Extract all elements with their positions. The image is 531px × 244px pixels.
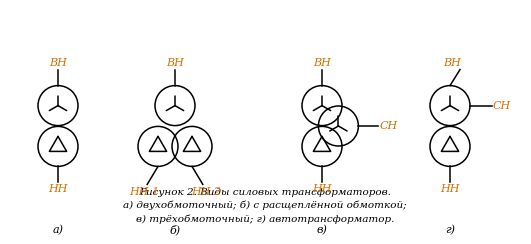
Text: Рисунок 2. Виды силовых трансформаторов.: Рисунок 2. Виды силовых трансформаторов. — [139, 188, 391, 197]
Text: г): г) — [445, 225, 455, 235]
Text: ВН: ВН — [166, 58, 184, 68]
Text: в) трёхобмоточный; г) автотрансформатор.: в) трёхобмоточный; г) автотрансформатор. — [136, 214, 394, 224]
Text: СН: СН — [493, 101, 511, 111]
Text: НН 1: НН 1 — [129, 187, 159, 197]
Text: СН: СН — [379, 121, 398, 131]
Text: ВН: ВН — [313, 58, 331, 68]
Text: НН: НН — [48, 184, 68, 194]
Text: ВН: ВН — [443, 58, 461, 68]
Text: НН: НН — [312, 184, 332, 194]
Text: ВН: ВН — [49, 58, 67, 68]
Text: а) двухобмоточный; б) с расщеплённой обмоткой;: а) двухобмоточный; б) с расщеплённой обм… — [123, 201, 407, 211]
Text: а): а) — [53, 225, 64, 235]
Text: НН 2: НН 2 — [191, 187, 221, 197]
Text: б): б) — [169, 225, 181, 235]
Text: НН: НН — [440, 184, 460, 194]
Text: в): в) — [316, 225, 328, 235]
